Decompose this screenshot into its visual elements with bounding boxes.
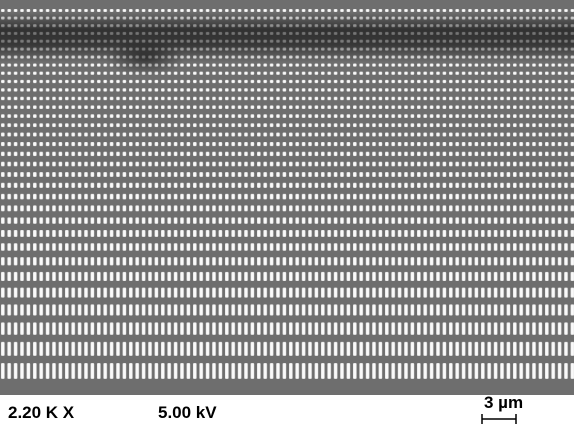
voltage: 5.00 kV [158, 403, 217, 422]
pillar-row [0, 9, 574, 13]
pillar-row [0, 79, 574, 84]
pillar-row [0, 287, 574, 298]
pillar-row [0, 63, 574, 67]
pillar-row [0, 114, 574, 118]
pillar-row [0, 217, 574, 224]
pillar-row [0, 182, 574, 188]
pillar-row [0, 105, 574, 109]
info-bar [0, 395, 574, 427]
pillar-row [0, 141, 574, 147]
pillar-row [0, 257, 574, 266]
pillar-row [0, 193, 574, 200]
pillar-row [0, 341, 574, 356]
scale-label: 3 µm [484, 393, 523, 412]
dark-spot [105, 40, 185, 76]
pillar-row [0, 172, 574, 177]
pillar-array [0, 9, 574, 379]
pillar-row [0, 151, 574, 157]
pillar-row [0, 71, 574, 75]
pillar-row [0, 161, 574, 167]
pillar-row [0, 363, 574, 379]
pillar-row [0, 322, 574, 335]
dark-band [0, 12, 574, 62]
pillar-row [0, 132, 574, 137]
pillar-row [0, 271, 574, 281]
pillar-row [0, 229, 574, 237]
pillar-row [0, 88, 574, 92]
magnification: 2.20 K X [8, 403, 75, 422]
scale-bar [481, 414, 517, 424]
pillar-row [0, 304, 574, 316]
pillar-row [0, 123, 574, 128]
pillar-row [0, 96, 574, 101]
pillar-row [0, 243, 574, 251]
pillar-row [0, 205, 574, 212]
